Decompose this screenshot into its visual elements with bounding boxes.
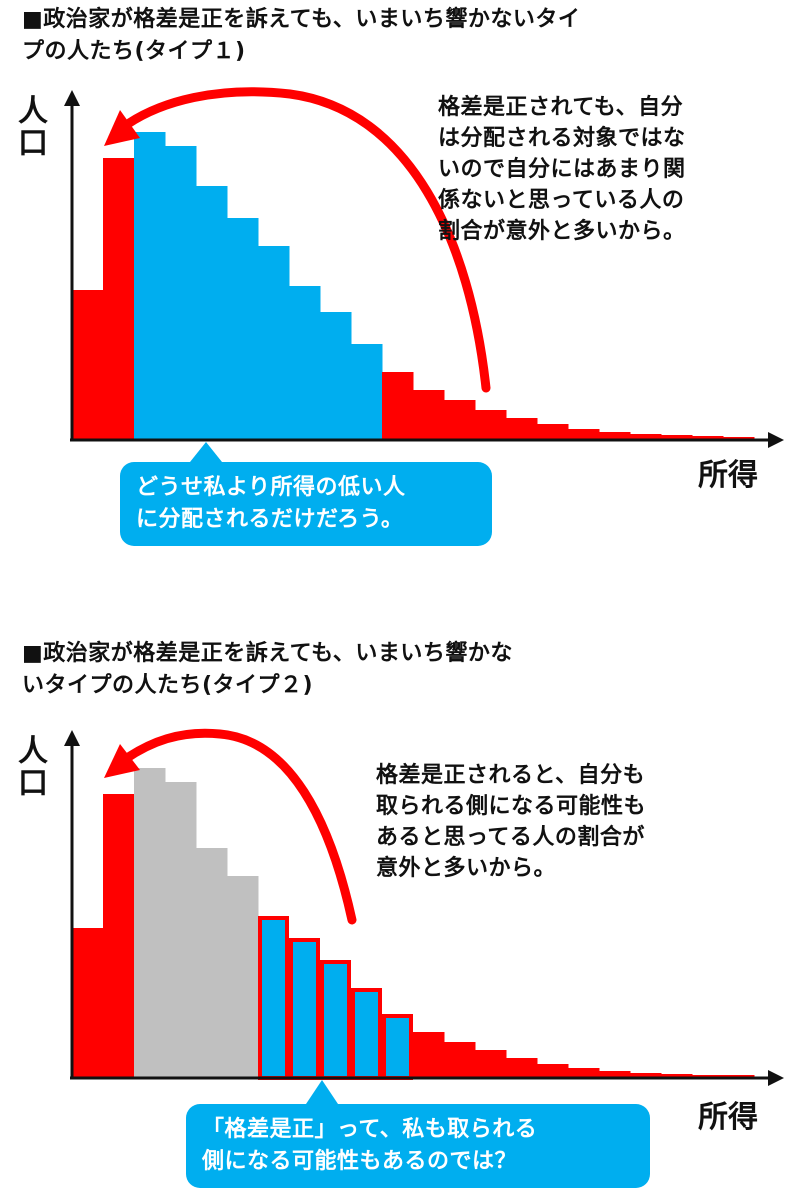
diagram1-bar-19: [630, 434, 662, 440]
diagram1-bar-21: [692, 436, 724, 440]
diagram1-curved-arrow: [117, 87, 491, 393]
diagram1-bar-3: [134, 132, 166, 440]
diagram2-bar-3: [134, 768, 166, 1078]
diagram1-bar-14: [475, 410, 507, 440]
diagram1-bar-2: [103, 158, 135, 440]
diagram1-bar-8: [289, 286, 321, 440]
diagram1-speech-bubble: どうせ私より所得の低い人 に分配されるだけだろう。: [120, 462, 492, 546]
diagram1-chart: [64, 87, 784, 462]
diagram2-bar-7: [258, 916, 289, 1080]
diagram2-bar-20: [661, 1074, 693, 1078]
diagram2-curved-arrowhead: [104, 744, 140, 778]
diagram1-bar-7: [258, 246, 290, 440]
diagram1-bar-6: [227, 218, 259, 440]
diagram1-bar-12: [413, 390, 445, 440]
diagram1-bar-13: [444, 400, 476, 440]
diagram2-bar-14: [475, 1050, 507, 1078]
diagram1-bar-15: [506, 418, 538, 440]
diagram2-bar-19: [630, 1073, 662, 1078]
diagram2-bar-1: [72, 928, 104, 1078]
diagram1-bar-20: [661, 435, 693, 440]
diagram2-title: ■政治家が格差是正を訴えても、いまいち響かな いタイプの人たち(タイプ２): [22, 641, 513, 698]
diagram2-bar-17: [568, 1068, 600, 1078]
diagram2-bar-18: [599, 1071, 631, 1078]
diagram2-bar-10: [351, 988, 382, 1080]
diagram1-x-label: 所得: [698, 458, 758, 493]
diagram2-curved-arrow: [119, 728, 357, 925]
diagram2-bar-16: [537, 1064, 569, 1078]
diagram2-bar-15: [506, 1058, 538, 1078]
diagram2-x-arrowhead: [768, 1070, 784, 1086]
diagram1-bar-16: [537, 424, 569, 440]
diagram1-bar-18: [599, 432, 631, 440]
diagram2-note: 格差是正されると、自分も 取られる側になる可能性も あると思ってる人の割合が 意…: [376, 763, 647, 881]
diagram1-bar-4: [165, 146, 197, 440]
diagram2-bar-2: [103, 794, 135, 1078]
diagram1-y-arrowhead: [64, 90, 80, 106]
diagram1-bar-17: [568, 429, 600, 440]
diagram1-y-label: 人 口: [18, 94, 48, 161]
diagram2-bars: [72, 768, 755, 1080]
diagram1-bubble-pointer: [190, 442, 222, 462]
diagram2-bar-5: [196, 848, 228, 1078]
diagram1-bars: [72, 132, 755, 440]
diagram2-bar-9: [320, 960, 351, 1080]
diagram2-bar-11: [382, 1014, 413, 1080]
diagram2-bar-8: [289, 938, 320, 1080]
diagram2-y-label: 人 口: [18, 734, 48, 801]
diagram1-bar-9: [320, 312, 352, 440]
diagram1-curved-arrowhead: [104, 110, 140, 146]
diagram1-bar-11: [382, 372, 414, 440]
diagram2-bubble-pointer: [306, 1080, 338, 1104]
diagram2-bar-12: [413, 1032, 445, 1078]
diagram1-bar-1: [72, 290, 104, 440]
diagram2-bar-13: [444, 1042, 476, 1078]
diagram1-x-arrowhead: [768, 432, 784, 448]
diagram2-bar-6: [227, 876, 259, 1078]
diagram2-y-arrowhead: [64, 730, 80, 746]
diagram2-x-label: 所得: [698, 1100, 758, 1135]
diagram1-note: 格差是正されても、自分 は分配される対象ではな いので自分にはあまり関 係ないと…: [438, 95, 686, 244]
diagram2-bar-4: [165, 782, 197, 1078]
diagram1-bar-5: [196, 186, 228, 440]
diagram2-speech-bubble: 「格差是正」って、私も取られる 側になる可能性もあるのでは？: [186, 1104, 650, 1188]
diagram1-title: ■政治家が格差是正を訴えても、いまいち響かないタイ プの人たち(タイプ１): [22, 7, 581, 64]
diagram1-bar-10: [351, 344, 383, 440]
